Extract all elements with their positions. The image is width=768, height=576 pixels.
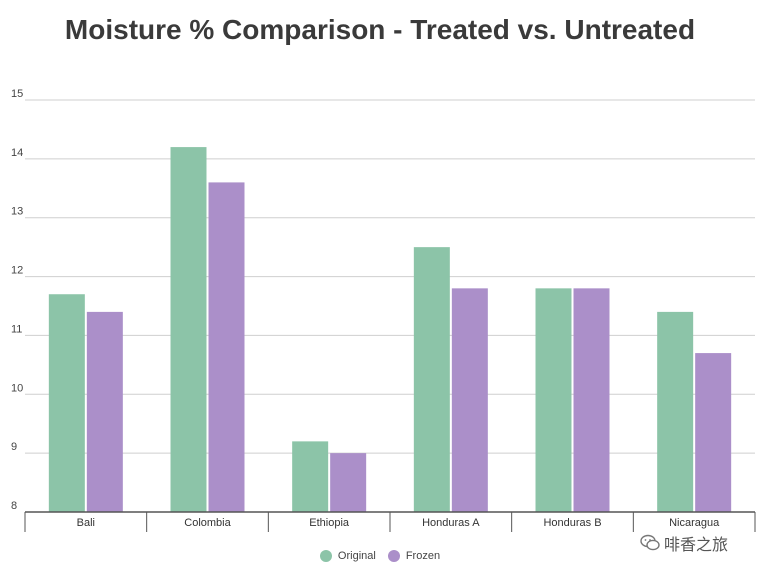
x-tick-label-colombia: Colombia [184,517,231,529]
y-tick-label-8: 8 [11,500,17,512]
y-tick-label-13: 13 [11,206,23,218]
bar-frozen-honduras-a [451,288,488,512]
y-tick-label-11: 11 [11,323,22,335]
bar-frozen-colombia [208,182,245,512]
watermark: 啡香之旅 [640,531,728,555]
bar-original-honduras-b [535,288,572,512]
x-tick-label-nicaragua: Nicaragua [669,517,720,529]
legend: Original Frozen [0,550,760,562]
legend-label-original: Original [337,550,376,562]
bar-frozen-bali [86,311,123,512]
bar-original-bali [48,294,85,512]
bar-original-colombia [170,147,207,513]
y-axis-ticks: 8 9 10 11 12 13 14 15 [11,88,23,512]
x-axis: Bali Colombia Ethiopia Honduras A Honduras B… [24,511,756,532]
legend-swatch-original [319,550,332,562]
x-tick-label-ethiopia: Ethiopia [309,517,350,529]
y-tick-label-10: 10 [11,382,23,394]
bar-original-ethiopia [292,441,329,512]
wechat-icon [640,534,660,551]
bar-frozen-nicaragua [695,353,732,512]
x-tick-label-bali: Bali [77,517,95,529]
y-tick-label-14: 14 [11,147,23,159]
y-tick-label-9: 9 [11,441,17,453]
x-tick-label-honduras-a: Honduras A [422,517,480,529]
bar-series [48,147,732,513]
legend-item-original[interactable]: Original [319,550,376,562]
watermark-text: 啡香之旅 [664,537,729,554]
bar-original-nicaragua [657,311,694,512]
chart-title: Moisture % Comparison - Treated vs. Untr… [64,14,696,45]
legend-label-frozen: Frozen [405,550,441,562]
y-tick-label-12: 12 [11,265,23,277]
legend-swatch-frozen [387,550,400,562]
bar-frozen-ethiopia [330,453,367,512]
x-tick-label-honduras-b: Honduras B [543,517,601,529]
y-tick-label-15: 15 [11,88,23,100]
gridlines [25,99,755,513]
legend-item-frozen[interactable]: Frozen [387,550,441,562]
bar-original-honduras-a [413,247,450,512]
bar-frozen-honduras-b [573,288,610,512]
